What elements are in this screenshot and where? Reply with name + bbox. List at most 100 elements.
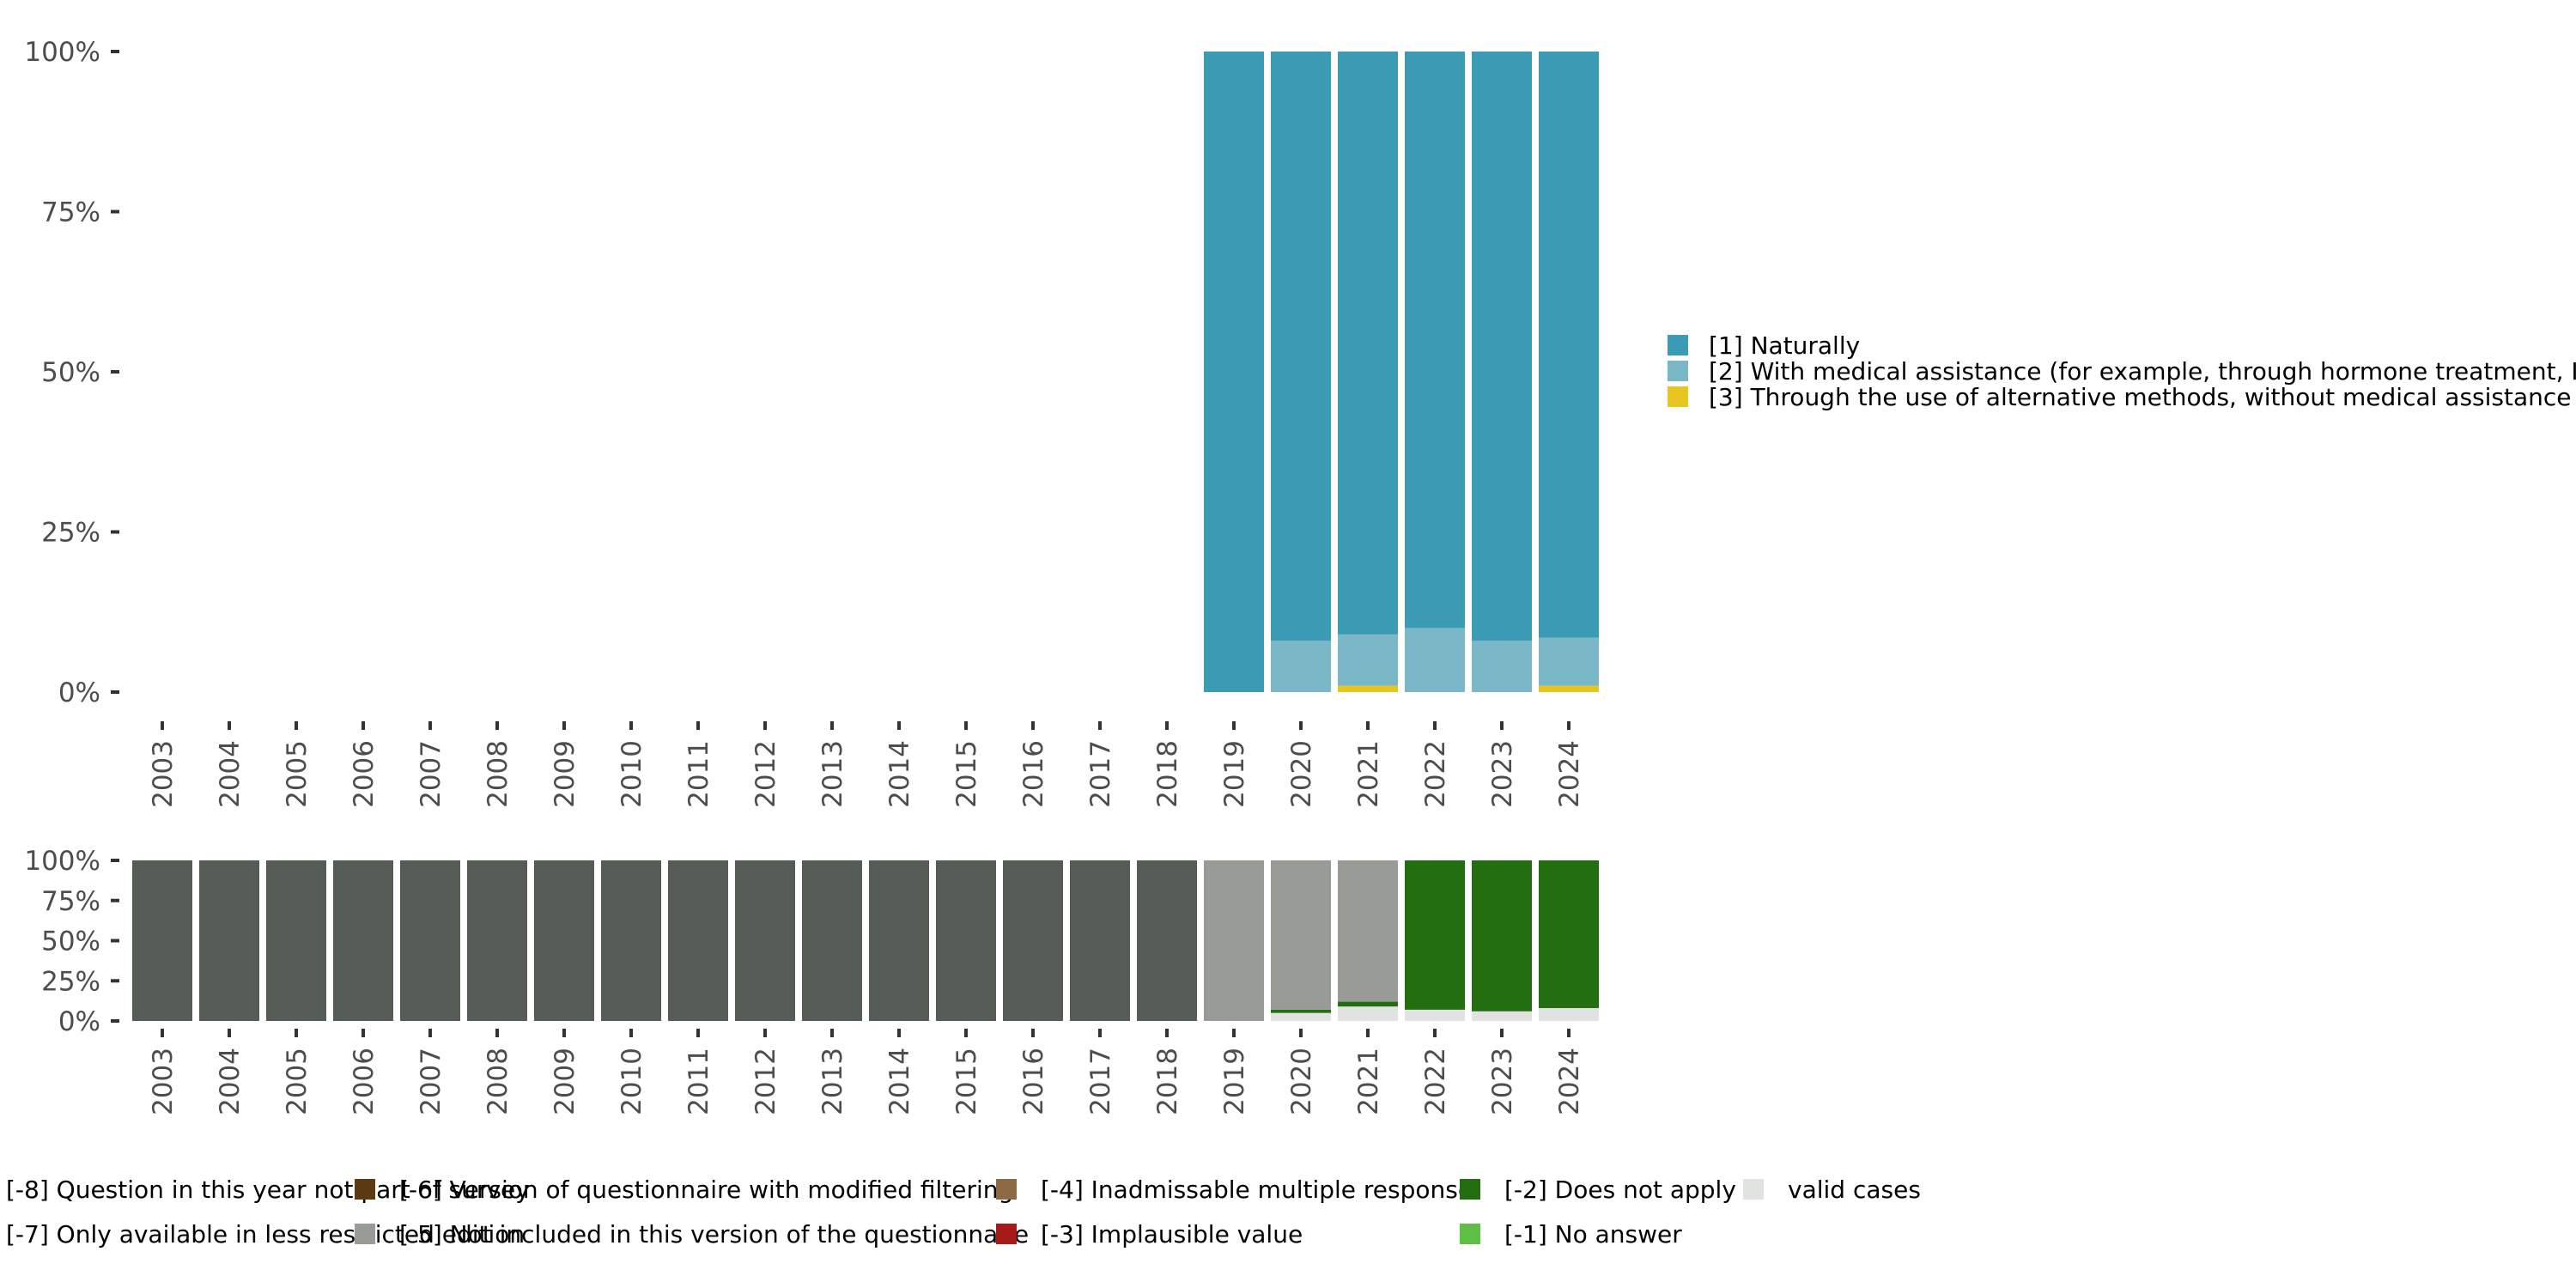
bar-segment <box>869 860 929 1021</box>
bar-segment <box>1405 52 1465 629</box>
x-tick-label: 2013 <box>817 1048 848 1115</box>
x-tick-label: 2020 <box>1286 740 1317 808</box>
y-tick-label: 100% <box>24 37 100 68</box>
bar-segment <box>668 860 728 1021</box>
bar-segment <box>333 860 393 1021</box>
x-tick-label: 2016 <box>1018 740 1049 808</box>
y-tick-label: 50% <box>41 927 100 957</box>
bar-segment <box>132 860 192 1021</box>
y-tick-label: 100% <box>24 846 100 877</box>
bar-segment <box>1338 52 1398 635</box>
legend-label: [1] Naturally <box>1709 331 1860 360</box>
bar-segment <box>1405 628 1465 692</box>
bar-segment <box>467 860 527 1021</box>
x-tick-label: 2008 <box>483 1048 513 1115</box>
legend-label: [-1] No answer <box>1504 1220 1682 1249</box>
x-tick-label: 2007 <box>416 740 447 808</box>
x-tick-label: 2010 <box>617 1048 647 1115</box>
bar-segment <box>1137 860 1197 1021</box>
legend-swatch <box>355 1179 375 1200</box>
x-tick-label: 2022 <box>1420 740 1451 808</box>
bar-segment <box>1472 860 1532 1012</box>
x-tick-label: 2015 <box>951 740 982 808</box>
bar-segment <box>1271 1009 1331 1013</box>
bar-segment <box>1338 1001 1398 1007</box>
x-tick-label: 2017 <box>1085 740 1116 808</box>
bar-segment <box>1271 52 1331 641</box>
chart-panel-2: 0% 25% 50% 75% 100% 2003 2004 2005 2006 2007 2008 2… <box>24 846 1599 1115</box>
x-tick-label: 2011 <box>683 1048 714 1115</box>
legend-label: [-6] Version of questionnaire with modif… <box>399 1176 1013 1204</box>
bar-segment <box>1204 52 1264 692</box>
bar-segment <box>1003 860 1063 1021</box>
legend-swatch <box>1460 1224 1480 1244</box>
x-tick-label: 2023 <box>1487 1048 1518 1115</box>
x-tick-label: 2019 <box>1219 740 1250 808</box>
bar-segment <box>1539 860 1599 1009</box>
bar-segment <box>1539 1008 1599 1021</box>
x-tick-label: 2009 <box>550 1048 580 1115</box>
legend-label: valid cases <box>1788 1176 1921 1204</box>
bar-segment <box>1338 1006 1398 1021</box>
x-tick-label: 2006 <box>349 1048 380 1115</box>
x-tick-label: 2005 <box>282 1048 313 1115</box>
x-tick-label: 2020 <box>1286 1048 1317 1115</box>
y-tick-label: 0% <box>58 1006 100 1037</box>
legend-label: [-7] Only available in less restricted e… <box>6 1220 525 1249</box>
legend-label: [-8] Question in this year not part of s… <box>6 1176 530 1204</box>
bar-segment <box>735 860 795 1021</box>
legend-label: [3] Through the use of alternative metho… <box>1709 383 2572 411</box>
legend-swatch <box>1668 361 1688 381</box>
x-tick-label: 2008 <box>483 740 513 808</box>
y-tick-label: 25% <box>41 518 100 549</box>
y-tick-label: 0% <box>58 677 100 708</box>
x-tick-label: 2019 <box>1219 1048 1250 1115</box>
x-tick-label: 2022 <box>1420 1048 1451 1115</box>
bar-segment <box>1539 52 1599 638</box>
bar-segment <box>1204 860 1264 1021</box>
x-tick-label: 2004 <box>215 740 246 808</box>
legend-swatch <box>1743 1179 1764 1200</box>
x-tick-label: 2024 <box>1554 1048 1585 1115</box>
bar-segment <box>1472 641 1532 692</box>
x-tick-label: 2004 <box>215 1048 246 1115</box>
legend-main: [1] Naturally[2] With medical assistance… <box>1668 331 2576 411</box>
x-tick-label: 2012 <box>750 1048 781 1115</box>
bar-segment <box>1338 634 1398 686</box>
legend-missing: [-8] Question in this year not part of s… <box>6 1176 1921 1249</box>
bar-segment <box>400 860 460 1021</box>
legend-label: [-5] Not included in this version of the… <box>399 1220 1029 1249</box>
x-tick-label: 2024 <box>1554 740 1585 808</box>
legend-label: [-3] Implausible value <box>1041 1220 1303 1249</box>
bar-segment <box>199 860 259 1021</box>
bar-segment <box>1539 685 1599 692</box>
x-tick-label: 2016 <box>1018 1048 1049 1115</box>
bar-segment <box>1271 641 1331 692</box>
x-tick-label: 2011 <box>683 740 714 808</box>
bar-segment <box>534 860 594 1021</box>
legend-label: [-4] Inadmissable multiple response <box>1041 1176 1473 1204</box>
x-tick-label: 2023 <box>1487 740 1518 808</box>
bar-segment <box>1405 1009 1465 1021</box>
bar-segment <box>1271 860 1331 1010</box>
bar-segment <box>802 860 862 1021</box>
bar-segment <box>1472 1011 1532 1021</box>
legend-swatch <box>996 1179 1017 1200</box>
x-tick-label: 2012 <box>750 740 781 808</box>
bar-segment <box>1338 685 1398 692</box>
x-tick-label: 2017 <box>1085 1048 1116 1115</box>
x-tick-label: 2021 <box>1353 1048 1384 1115</box>
x-tick-label: 2006 <box>349 740 380 808</box>
legend-label: [-2] Does not apply <box>1504 1176 1736 1204</box>
x-tick-label: 2018 <box>1152 740 1183 808</box>
x-tick-label: 2005 <box>282 740 313 808</box>
x-tick-label: 2007 <box>416 1048 447 1115</box>
x-tick-label: 2018 <box>1152 1048 1183 1115</box>
y-tick-label: 75% <box>41 886 100 917</box>
x-tick-label: 2014 <box>884 1048 915 1115</box>
x-tick-label: 2003 <box>148 1048 179 1115</box>
legend-label: [2] With medical assistance (for example… <box>1709 357 2576 386</box>
bar-segment <box>1472 52 1532 641</box>
chart-panel-1: 0% 25% 50% 75% 100% 2003 2004 2005 2006 2007 2008 2… <box>24 37 1599 808</box>
